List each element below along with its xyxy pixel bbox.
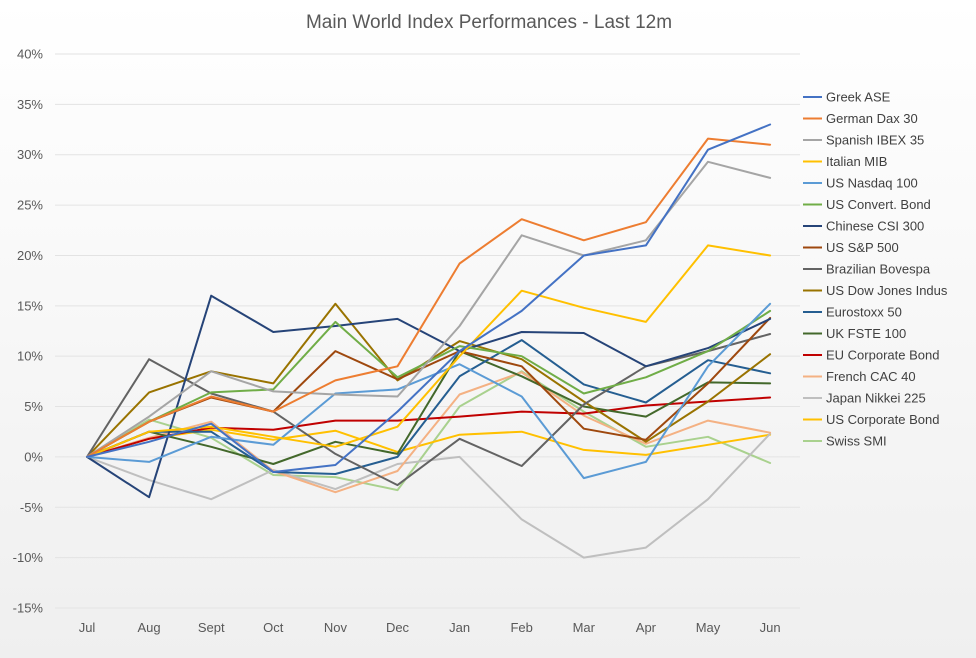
x-tick-label: Nov [324,620,348,635]
x-tick-label: Aug [138,620,161,635]
series-line-greek-ase [86,123,772,473]
legend: Greek ASE German Dax 30 Spanish IBEX 35 Ita… [803,90,948,449]
y-tick-label: -10% [13,550,44,565]
x-tick-label: Jun [760,620,781,635]
x-tick-label: Dec [386,620,410,635]
series-line-german-dax-30 [86,137,772,458]
legend-label: Brazilian Bovespa [826,262,931,277]
legend-label: US Nasdaq 100 [826,176,918,191]
chart-title: Main World Index Performances - Last 12m [306,12,672,33]
y-tick-label: 35% [17,97,43,112]
legend-label: US Dow Jones Indus [826,283,948,298]
y-tick-label: 25% [17,198,43,213]
legend-label: Chinese CSI 300 [826,219,924,234]
series-line-spanish-ibex-35 [86,160,772,458]
series-line-eu-corporate-bond [86,396,772,458]
series-line-chinese-csi-300 [86,294,772,499]
series-line-us-nasdaq-100 [86,302,772,480]
legend-label: French CAC 40 [826,369,916,384]
grid-lines [55,53,800,609]
series-lines [86,123,772,559]
legend-label: Japan Nikkei 225 [826,391,926,406]
y-tick-label: 20% [17,248,43,263]
y-tick-label: 30% [17,147,43,162]
legend-label: UK FSTE 100 [826,326,906,341]
x-tick-label: Oct [263,620,284,635]
legend-label: US S&P 500 [826,240,899,255]
legend-label: Italian MIB [826,154,887,169]
legend-label: Eurostoxx 50 [826,305,902,320]
legend-label: Greek ASE [826,90,891,105]
series-line-japan-nikkei-225 [86,432,772,559]
y-tick-label: 10% [17,349,43,364]
legend-label: EU Corporate Bond [826,348,939,363]
y-axis-tick-labels: -15% -10% -5% 0% 5% 10% 15% 20% 25% 30% 35% 40% [13,47,44,616]
y-tick-label: 5% [24,399,43,414]
legend-label: US Corporate Bond [826,412,939,427]
x-tick-label: Feb [510,620,532,635]
y-tick-label: -5% [20,500,44,515]
legend-label: US Convert. Bond [826,197,931,212]
series-line-french-cac-40 [86,371,772,494]
x-tick-label: Mar [573,620,596,635]
legend-label: Spanish IBEX 35 [826,133,924,148]
y-tick-label: -15% [13,601,44,616]
x-tick-label: Apr [636,620,657,635]
legend-label: Swiss SMI [826,434,887,449]
series-line-eurostoxx-50 [86,339,772,475]
series-line-uk-fste-100 [86,350,772,465]
y-tick-label: 15% [17,298,43,313]
x-tick-label: Jul [79,620,96,635]
x-axis-tick-labels: Jul Aug Sept Oct Nov Dec Jan Feb Mar Apr May Jun [79,620,781,635]
x-tick-label: Jan [449,620,470,635]
x-tick-label: Sept [198,620,225,635]
legend-label: German Dax 30 [826,111,918,126]
x-tick-label: May [696,620,721,635]
y-tick-label: 40% [17,47,43,62]
y-tick-label: 0% [24,449,43,464]
